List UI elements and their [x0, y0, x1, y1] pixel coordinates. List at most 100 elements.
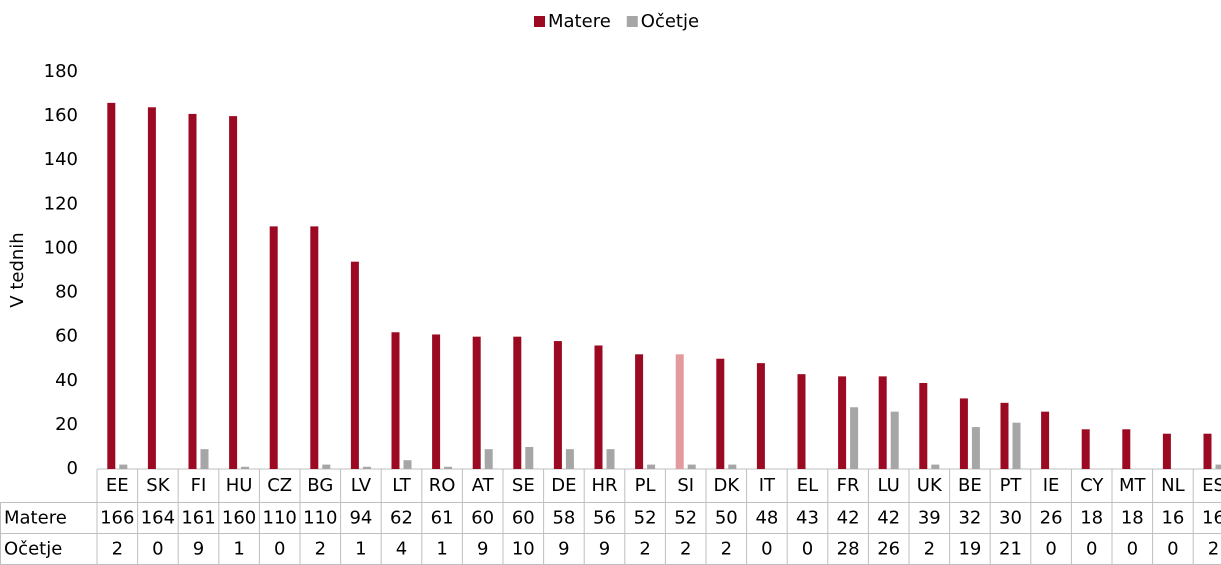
- table-value: 18: [1080, 508, 1103, 529]
- bar: [269, 226, 278, 469]
- bar: [565, 449, 574, 469]
- bar: [119, 464, 128, 469]
- y-tick-label: 80: [55, 282, 78, 303]
- x-tick-label: IT: [759, 475, 776, 496]
- bar: [1215, 464, 1221, 469]
- table-value: 0: [1167, 539, 1178, 560]
- x-tick-label: BE: [958, 475, 982, 496]
- table-value: 161: [181, 508, 215, 529]
- table-value: 110: [303, 508, 337, 529]
- bar: [1122, 429, 1131, 469]
- table-value: 50: [715, 508, 738, 529]
- table-value: 60: [471, 508, 494, 529]
- bar: [432, 334, 441, 469]
- x-tick-label: PT: [1000, 475, 1023, 496]
- table-value: 9: [599, 539, 610, 560]
- table-value: 42: [877, 508, 900, 529]
- x-tick-label: EL: [797, 475, 818, 496]
- table-value: 0: [152, 539, 163, 560]
- legend-label: Matere: [548, 11, 611, 32]
- table-value: 56: [593, 508, 616, 529]
- x-tick-label: IE: [1043, 475, 1060, 496]
- table-value: 2: [315, 539, 326, 560]
- table-value: 32: [958, 508, 981, 529]
- bar: [1012, 422, 1021, 469]
- bar: [525, 446, 534, 469]
- y-tick-label: 140: [44, 149, 78, 170]
- bar: [553, 341, 562, 469]
- y-tick-label: 40: [55, 370, 78, 391]
- table-value: 42: [837, 508, 860, 529]
- table-value: 2: [721, 539, 732, 560]
- table-value: 48: [755, 508, 778, 529]
- table-value: 16: [1161, 508, 1184, 529]
- x-tick-label: MT: [1119, 475, 1147, 496]
- table-value: 19: [958, 539, 981, 560]
- bar: [850, 407, 859, 469]
- bar: [484, 449, 493, 469]
- table-value: 2: [1208, 539, 1219, 560]
- table-value: 1: [355, 539, 366, 560]
- bar: [838, 376, 847, 469]
- x-tick-label: LV: [351, 475, 372, 496]
- y-tick-label: 20: [55, 414, 78, 435]
- bar: [188, 113, 197, 470]
- bar: [1041, 411, 1050, 469]
- bar: [959, 398, 968, 469]
- bar: [728, 464, 737, 469]
- table-value: 160: [222, 508, 256, 529]
- bar: [878, 376, 887, 469]
- bar: [797, 374, 806, 469]
- bar: [310, 226, 319, 469]
- bar: [890, 411, 899, 469]
- x-tick-label: FR: [837, 475, 860, 496]
- x-tick-label: CY: [1080, 475, 1104, 496]
- bar: [606, 449, 615, 469]
- table-value: 39: [918, 508, 941, 529]
- table-value: 4: [396, 539, 407, 560]
- table-value: 0: [1045, 539, 1056, 560]
- table-value: 110: [263, 508, 297, 529]
- x-tick-label: UK: [917, 475, 943, 496]
- y-axis-label: V tednih: [7, 232, 28, 307]
- table-value: 0: [802, 539, 813, 560]
- bar: [362, 466, 371, 469]
- x-tick-label: FI: [191, 475, 207, 496]
- table-value: 1: [436, 539, 447, 560]
- bar: [919, 382, 928, 469]
- table-value: 58: [552, 508, 575, 529]
- table-value: 1: [233, 539, 244, 560]
- table-value: 60: [512, 508, 535, 529]
- bar: [107, 102, 116, 469]
- table-value: 9: [477, 539, 488, 560]
- x-tick-label: SE: [512, 475, 535, 496]
- x-tick-label: LU: [878, 475, 900, 496]
- bar: [687, 464, 696, 469]
- x-tick-label: AT: [472, 475, 495, 496]
- bar: [147, 107, 156, 470]
- table-value: 26: [877, 539, 900, 560]
- x-tick-label: HU: [226, 475, 253, 496]
- y-tick-label: 100: [44, 237, 78, 258]
- table-value: 0: [761, 539, 772, 560]
- bar: [675, 354, 684, 469]
- table-value: 0: [1127, 539, 1138, 560]
- bar: [444, 466, 453, 469]
- bar: [229, 116, 238, 469]
- table-value: 16: [1202, 508, 1221, 529]
- table-value: 2: [639, 539, 650, 560]
- table-value: 18: [1121, 508, 1144, 529]
- x-tick-label: CZ: [267, 475, 292, 496]
- table-value: 62: [390, 508, 413, 529]
- table-value: 164: [141, 508, 175, 529]
- x-tick-label: SI: [677, 475, 694, 496]
- table-value: 21: [999, 539, 1022, 560]
- x-tick-label: PL: [635, 475, 656, 496]
- bar: [716, 358, 725, 469]
- table-value: 9: [193, 539, 204, 560]
- x-tick-label: HR: [591, 475, 617, 496]
- table-value: 0: [274, 539, 285, 560]
- bar: [472, 336, 481, 469]
- table-value: 2: [924, 539, 935, 560]
